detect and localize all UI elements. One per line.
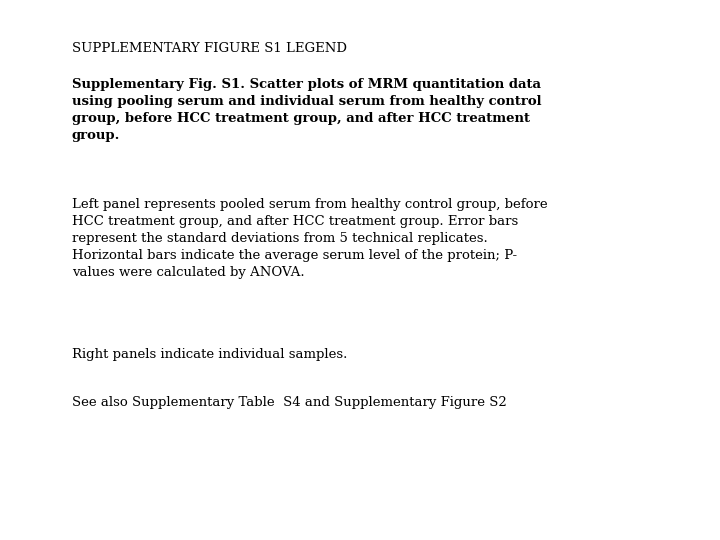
Text: SUPPLEMENTARY FIGURE S1 LEGEND: SUPPLEMENTARY FIGURE S1 LEGEND (72, 42, 347, 55)
Text: Right panels indicate individual samples.: Right panels indicate individual samples… (72, 348, 347, 361)
Text: See also Supplementary Table  S4 and Supplementary Figure S2: See also Supplementary Table S4 and Supp… (72, 396, 507, 409)
Text: Left panel represents pooled serum from healthy control group, before
HCC treatm: Left panel represents pooled serum from … (72, 198, 548, 279)
Text: Supplementary Fig. S1. Scatter plots of MRM quantitation data
using pooling seru: Supplementary Fig. S1. Scatter plots of … (72, 78, 541, 142)
